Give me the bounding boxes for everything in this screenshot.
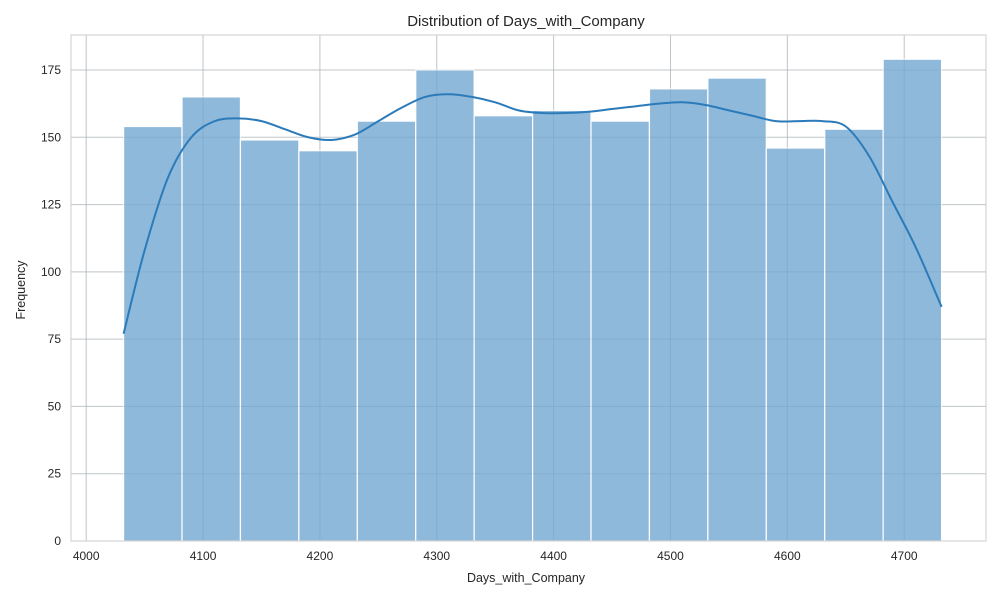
histogram-bar xyxy=(298,150,358,542)
x-tick-label: 4100 xyxy=(190,549,217,563)
histogram-bar xyxy=(122,125,183,542)
x-tick-label: 4700 xyxy=(891,549,918,563)
x-tick-label: 4500 xyxy=(657,549,684,563)
histogram-bar xyxy=(356,120,417,542)
y-tick-label: 50 xyxy=(48,399,62,413)
x-tick-label: 4000 xyxy=(73,549,100,563)
kde-curve xyxy=(122,93,943,334)
y-tick-label: 25 xyxy=(48,467,62,481)
y-tick-label: 100 xyxy=(41,265,61,279)
plot-frame xyxy=(70,34,987,542)
histogram-bar xyxy=(707,77,767,542)
x-tick-label: 4600 xyxy=(774,549,801,563)
histogram-bar xyxy=(473,115,534,542)
plot-area xyxy=(70,34,987,542)
y-tick-label: 150 xyxy=(41,130,61,144)
histogram-bar xyxy=(648,88,709,542)
histogram-bar xyxy=(882,58,943,542)
histogram-bar xyxy=(765,147,826,542)
histogram-bar xyxy=(824,128,884,542)
x-tick-label: 4300 xyxy=(423,549,450,563)
histogram-bar xyxy=(531,109,592,542)
y-tick-label: 0 xyxy=(54,534,61,548)
y-tick-label: 175 xyxy=(41,63,61,77)
y-tick-label: 75 xyxy=(48,332,62,346)
histogram-bar xyxy=(590,120,651,542)
overlay-grid-lines xyxy=(71,35,986,542)
histogram-bar xyxy=(239,139,300,542)
histogram-bar xyxy=(181,96,242,542)
x-tick-labels: 4000 4100 4200 4300 4400 4500 4600 4700 xyxy=(73,549,918,563)
x-tick-label: 4400 xyxy=(540,549,567,563)
y-tick-label: 125 xyxy=(41,198,61,212)
x-axis-label: Days_with_Company xyxy=(467,571,586,585)
y-tick-labels: 0 25 50 75 100 125 150 175 xyxy=(41,63,61,548)
histogram-bars xyxy=(122,58,943,542)
x-tick-label: 4200 xyxy=(307,549,334,563)
histogram-bar xyxy=(415,69,475,542)
y-axis-label: Frequency xyxy=(14,260,28,320)
chart-title: Distribution of Days_with_Company xyxy=(407,13,645,30)
